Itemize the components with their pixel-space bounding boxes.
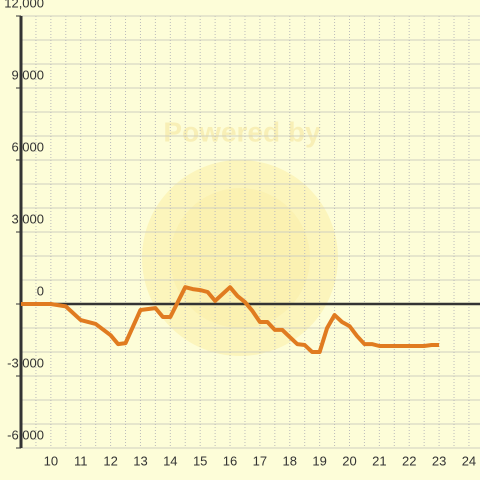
y-tick-label: 9,000 (11, 67, 44, 82)
y-tick-label: -6,000 (7, 427, 44, 442)
x-tick-label: 17 (253, 453, 267, 468)
x-tick-label: 14 (163, 453, 177, 468)
data-line (21, 285, 440, 354)
watermark-text: Powered by (163, 116, 321, 147)
x-tick-label: 12 (103, 453, 117, 468)
y-tick-label: 0 (37, 283, 44, 298)
x-tick-label: 10 (44, 453, 58, 468)
x-tick-label: 16 (223, 453, 237, 468)
y-tick-label: -3,000 (7, 355, 44, 370)
x-tick-label: 21 (372, 453, 386, 468)
x-tick-label: 22 (402, 453, 416, 468)
x-tick-label: 19 (312, 453, 326, 468)
y-tick-label: 6,000 (11, 139, 44, 154)
x-tick-label: 20 (342, 453, 356, 468)
x-tick-label: 24 (462, 453, 476, 468)
x-tick-label: 13 (133, 453, 147, 468)
x-tick-label: 18 (283, 453, 297, 468)
watermark-logo (142, 160, 338, 356)
y-tick-label: 3,000 (11, 211, 44, 226)
x-tick-label: 11 (74, 453, 88, 468)
x-tick-label: 15 (193, 453, 207, 468)
x-tick-label: 23 (432, 453, 446, 468)
y-tick-label: 12,000 (4, 0, 44, 10)
